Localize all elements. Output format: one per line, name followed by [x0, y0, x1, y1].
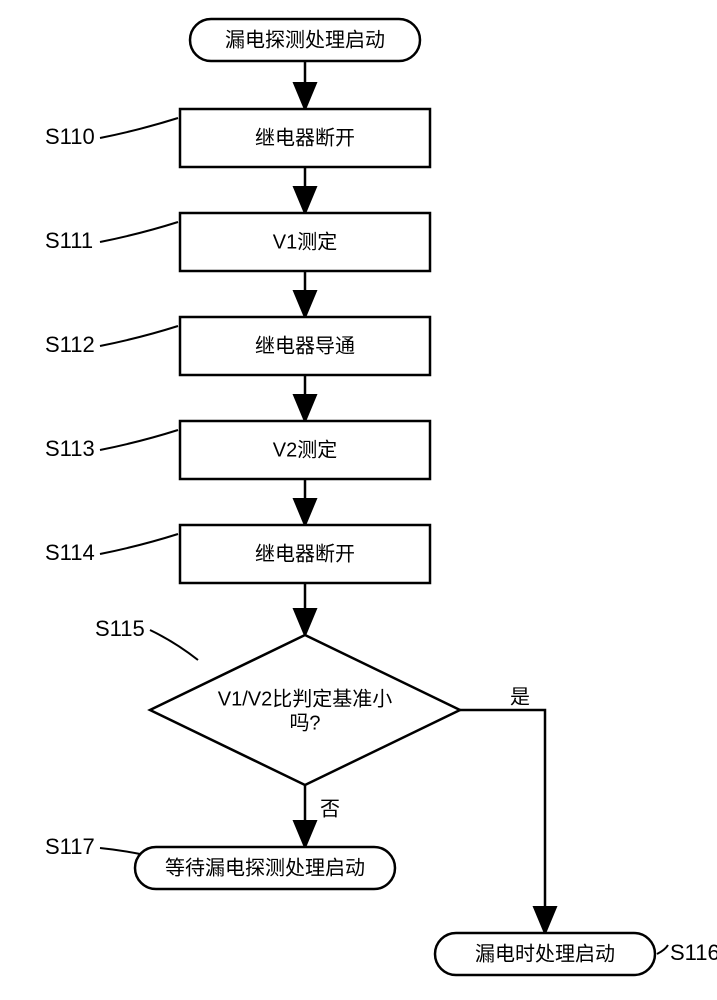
branch-label-no: 否 [320, 798, 340, 820]
branch-label-yes: 是 [510, 686, 530, 708]
leader-s114 [100, 534, 178, 554]
leader-s117 [100, 848, 140, 854]
leader-s115 [150, 630, 198, 660]
node-s115-text2: 吗? [289, 712, 320, 734]
node-s115-text1: V1/V2比判定基准小 [218, 687, 392, 710]
step-label-s111: S111 [45, 228, 93, 253]
edge-s115-s116 [460, 710, 545, 931]
step-label-s117: S117 [45, 834, 95, 859]
step-label-s115: S115 [95, 616, 145, 641]
leader-s111 [100, 222, 178, 242]
leader-s113 [100, 430, 178, 450]
node-start-text: 漏电探测处理启动 [225, 28, 385, 51]
step-label-s110: S110 [45, 124, 95, 149]
node-s112-text: 继电器导通 [255, 334, 355, 357]
node-s111-text: V1测定 [273, 230, 337, 253]
leader-s112 [100, 326, 178, 346]
step-label-s116: S116 [670, 940, 717, 965]
node-s116-text: 漏电时处理启动 [475, 942, 615, 965]
step-label-s114: S114 [45, 540, 95, 565]
node-s117-text: 等待漏电探测处理启动 [165, 856, 365, 879]
leader-s116 [657, 945, 668, 954]
leader-s110 [100, 118, 178, 138]
node-s113-text: V2测定 [273, 438, 337, 461]
flowchart: 是 否 漏电探测处理启动 继电器断开 V1测定 继电器导通 V2测定 继电器断开… [0, 0, 717, 1000]
step-label-s112: S112 [45, 332, 95, 357]
step-label-s113: S113 [45, 436, 95, 461]
node-s110-text: 继电器断开 [255, 126, 355, 149]
node-s114-text: 继电器断开 [255, 542, 355, 565]
